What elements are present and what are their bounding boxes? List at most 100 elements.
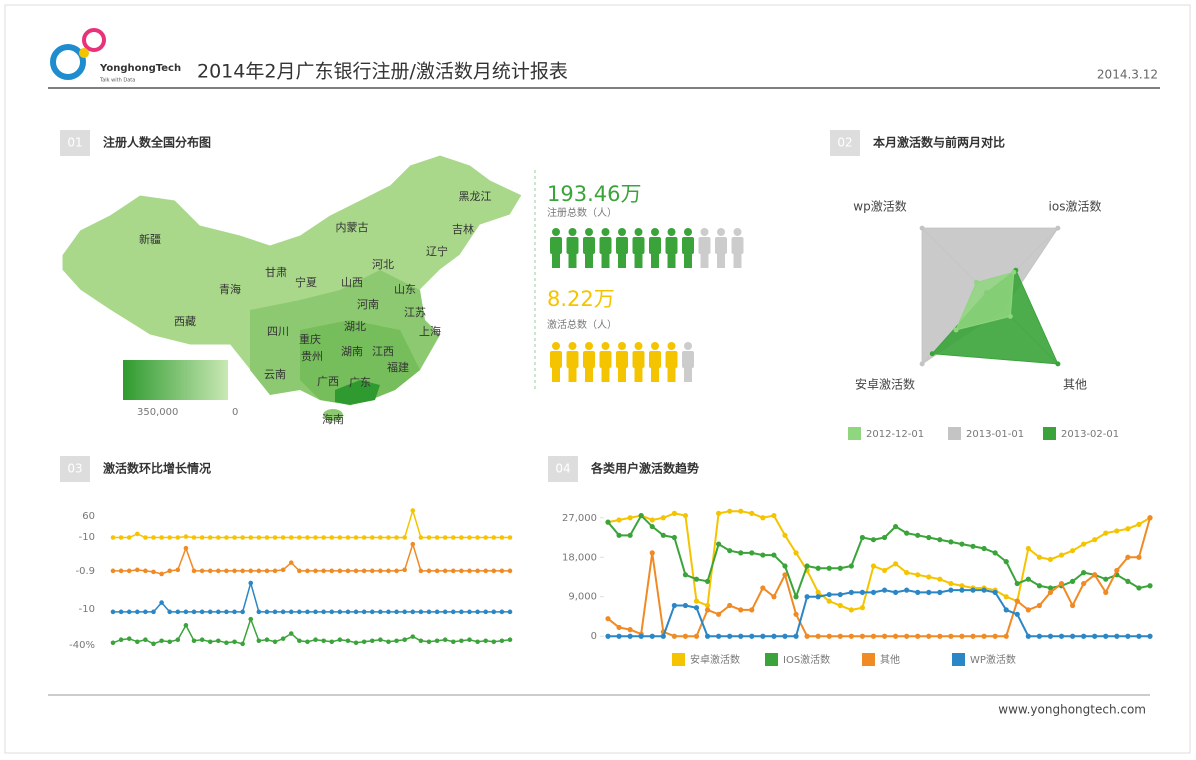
sparkline-point: [483, 535, 488, 540]
series-point: [837, 565, 843, 571]
person-icon: [682, 342, 694, 382]
series-point: [1081, 633, 1087, 639]
sparkline-point: [361, 639, 367, 645]
sparkline-point: [361, 609, 367, 615]
sparkline-point: [264, 637, 270, 643]
sparkline-point: [240, 609, 245, 615]
series-point: [948, 539, 954, 545]
sparkline-point: [183, 609, 189, 615]
series-point: [704, 602, 711, 609]
logo: [50, 28, 106, 80]
series-point: [948, 587, 954, 593]
icon-body: [566, 351, 579, 368]
sparkline-point: [321, 568, 326, 574]
series-point: [848, 633, 854, 639]
series-point: [859, 589, 866, 595]
sparkline-point: [467, 535, 472, 540]
sparkline-point: [410, 508, 416, 513]
series-point: [1092, 572, 1098, 578]
series-point: [826, 598, 832, 604]
sparkline-point: [353, 568, 359, 574]
kpi-value: 193.46万: [547, 182, 641, 206]
sparkline-point: [256, 609, 262, 615]
series-point: [804, 633, 810, 639]
series-point: [1047, 556, 1054, 563]
series-point: [682, 602, 689, 609]
sparkline-point: [402, 637, 407, 643]
sparkline-point: [118, 609, 124, 615]
province-label: 甘肃: [265, 266, 287, 279]
sparkline-point: [378, 637, 383, 643]
icon-head: [601, 228, 610, 236]
sparkline-point: [483, 568, 488, 574]
icon-head: [585, 228, 593, 236]
series-point: [704, 578, 711, 584]
sparkline-point: [337, 609, 343, 615]
series-point: [1114, 633, 1120, 639]
sparkline-point: [280, 535, 286, 540]
icon-legs: [601, 252, 610, 268]
icon-head: [568, 228, 577, 236]
map-legend-gradient: [123, 360, 228, 400]
series-point: [915, 589, 921, 595]
radar-axis-label: wp激活数: [853, 199, 906, 214]
series-point: [881, 534, 888, 541]
sparkline-point: [110, 609, 116, 615]
sparkline-point: [240, 535, 245, 540]
province-label: 河北: [372, 258, 394, 271]
sparkline-point: [345, 568, 351, 574]
icon-legs: [634, 252, 643, 268]
series-point: [1103, 530, 1109, 536]
sparkline-point: [450, 568, 456, 574]
sparkline-point: [450, 609, 456, 615]
sparkline-point: [297, 638, 302, 644]
sparkline-point: [288, 609, 294, 615]
series-point: [970, 543, 976, 549]
series-point: [826, 633, 832, 639]
sparkline-point: [126, 535, 132, 540]
sparkline-point: [297, 535, 302, 540]
series-point: [793, 611, 799, 617]
icon-head: [568, 342, 577, 350]
icon-head: [634, 228, 643, 236]
series-point: [859, 605, 866, 611]
series-point: [771, 633, 777, 639]
sparkline-point: [232, 535, 237, 540]
legend-swatch: [765, 653, 778, 666]
series-point: [948, 580, 954, 587]
series-point: [727, 508, 733, 514]
sparkline-point: [329, 639, 335, 645]
slogan: Talk with Data: [99, 78, 135, 84]
series-point: [981, 545, 987, 552]
icon-body: [731, 237, 744, 254]
icon-head: [717, 228, 725, 236]
sparkline-point: [240, 568, 245, 574]
province-label: 山西: [341, 276, 363, 289]
sparkline-point: [394, 535, 399, 540]
sparkline-point: [256, 535, 262, 540]
province-label: 西藏: [174, 315, 196, 328]
sparkline-point: [207, 535, 213, 540]
series-point: [1058, 552, 1065, 558]
icon-legs: [651, 366, 659, 382]
icon-legs: [651, 252, 659, 268]
series-point: [1047, 633, 1054, 639]
section-badge: [60, 130, 90, 156]
province-label: 广东: [349, 376, 371, 389]
sparkline-point: [272, 535, 278, 540]
sparkline-point: [240, 641, 245, 647]
series-point: [1025, 633, 1031, 639]
sparkline-point: [394, 568, 399, 574]
person-icon: [632, 342, 645, 382]
sparkline-point: [329, 535, 335, 540]
sparkline-point: [159, 571, 164, 577]
series-point: [926, 574, 932, 580]
series-point: [760, 585, 766, 591]
person-icon: [599, 228, 612, 268]
icon-body: [566, 237, 579, 254]
sparkline-point: [305, 639, 310, 645]
section-title: 各类用户激活数趋势: [590, 461, 699, 476]
sparkline-point: [191, 638, 197, 644]
sparkline-point: [491, 639, 497, 645]
